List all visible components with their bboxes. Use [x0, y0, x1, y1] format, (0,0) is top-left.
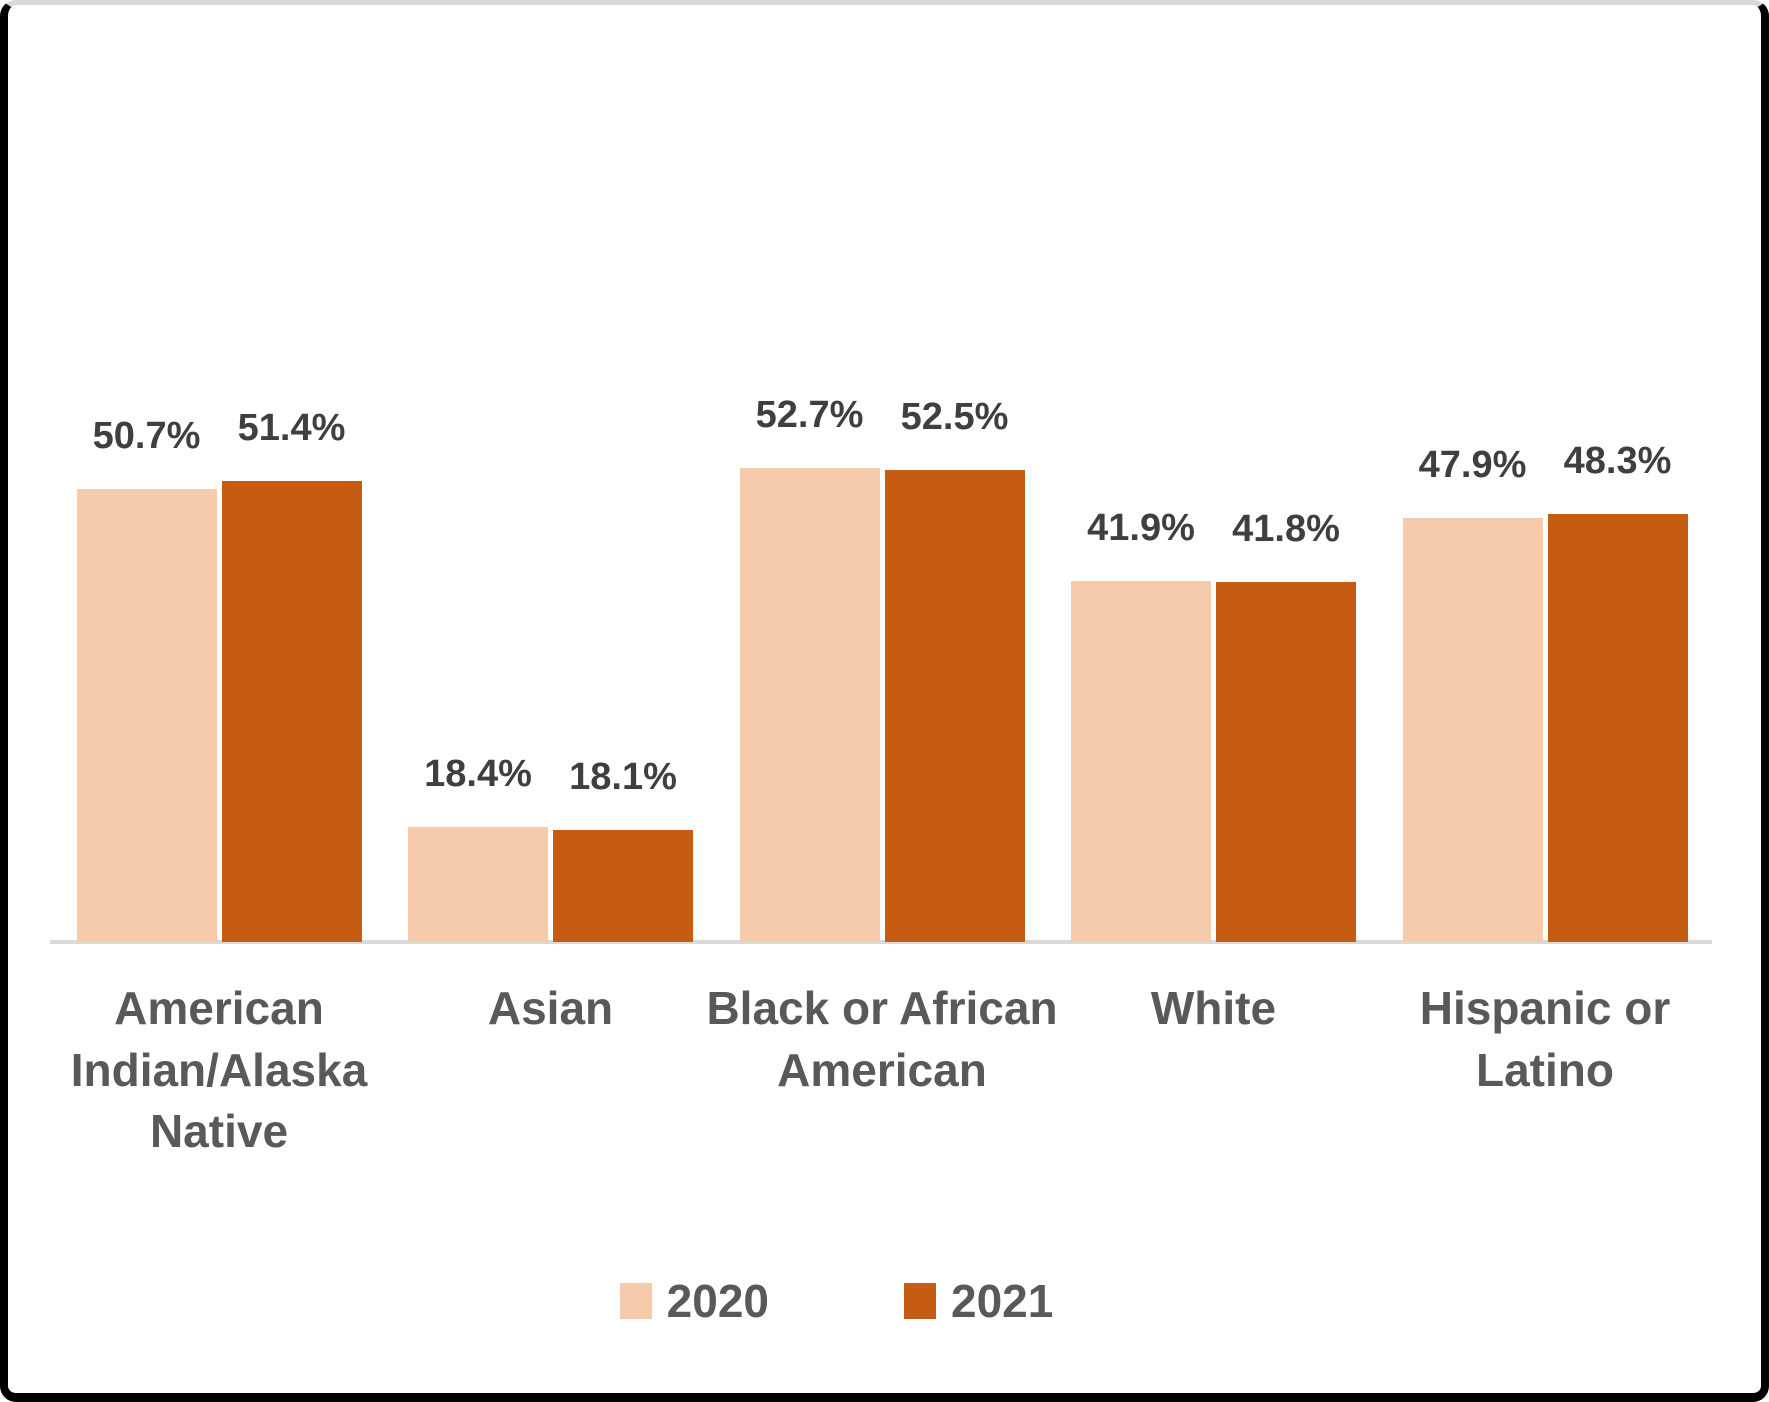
bar-2020-white: [1071, 581, 1211, 942]
value-label-2021-white: 41.8%: [1232, 508, 1340, 550]
value-label-2021-american-indian-alaska-native: 51.4%: [237, 407, 346, 449]
legend-label-2020: 2020: [666, 1275, 769, 1327]
value-label-2020-american-indian-alaska-native: 50.7%: [92, 415, 201, 457]
bar-2021-asian: [553, 830, 693, 942]
value-label-2021-asian: 18.1%: [569, 756, 677, 798]
value-label-2021-black-or-african-american: 52.5%: [900, 396, 1009, 438]
bar-2021-hispanic-or-latino: [1547, 514, 1688, 942]
bar-2020-american-indian-alaska-native: [76, 489, 217, 942]
legend-swatch-2021: [904, 1283, 936, 1319]
x-axis-line: [50, 940, 1712, 944]
value-label-2021-hispanic-or-latino: 48.3%: [1563, 440, 1672, 482]
value-label-2020-hispanic-or-latino: 47.9%: [1418, 444, 1527, 486]
category-label-black-or-african-american: Black or African American: [706, 982, 1058, 1096]
bar-2021-black-or-african-american: [884, 470, 1025, 942]
category-label-asian: Asian: [487, 982, 614, 1034]
category-label-american-indian-alaska-native: American Indian/Alaska Native: [70, 982, 368, 1158]
bar-2020-hispanic-or-latino: [1402, 518, 1543, 942]
legend-item-2020: 2020: [619, 1275, 769, 1327]
category-label-hispanic-or-latino: Hispanic or Latino: [1419, 982, 1671, 1096]
legend-label-2021: 2021: [951, 1275, 1054, 1327]
bar-2021-american-indian-alaska-native: [221, 481, 362, 942]
bar-2020-black-or-african-american: [739, 468, 880, 942]
category-label-white: White: [1150, 982, 1277, 1034]
legend: 2020 2021: [8, 1275, 1721, 1327]
bar-2021-white: [1216, 582, 1356, 942]
value-label-2020-black-or-african-american: 52.7%: [755, 394, 864, 436]
legend-item-2021: 2021: [904, 1278, 1053, 1324]
value-label-2020-white: 41.9%: [1087, 507, 1195, 549]
legend-swatch-2020: [619, 1283, 652, 1319]
bar-2020-asian: [408, 827, 548, 942]
value-label-2020-asian: 18.4%: [424, 753, 532, 795]
